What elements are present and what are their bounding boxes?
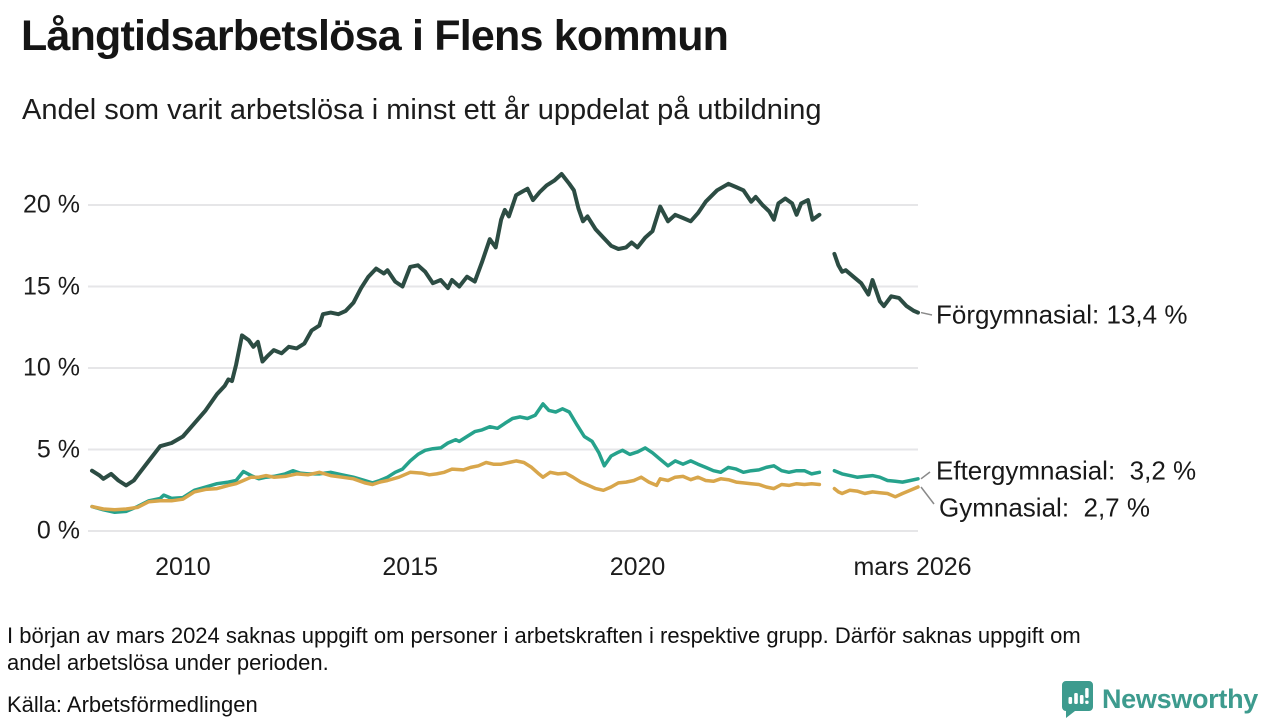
series-line-gymnasial (832, 485, 920, 499)
newsworthy-pin-barchart-icon (1061, 681, 1093, 718)
page-subtitle: Andel som varit arbetslösa i minst ett å… (22, 94, 822, 126)
footnote-line-2: andel arbetslösa under perioden. (7, 650, 329, 675)
series-end-label-forgymnasial: Förgymnasial: 13,4 % (936, 299, 1188, 330)
newsworthy-logo: Newsworthy (1061, 681, 1258, 718)
chart-footnote: I början av mars 2024 saknas uppgift om … (7, 622, 1081, 676)
footnote-line-1: I början av mars 2024 saknas uppgift om … (7, 623, 1081, 648)
label-connector (920, 486, 935, 505)
y-axis-tick-label: 5 % (36, 435, 80, 463)
x-axis-tick-label: mars 2026 (853, 553, 972, 581)
source-credit: Källa: Arbetsförmedlingen (7, 692, 258, 717)
series-line-eftergymnasial (90, 402, 822, 515)
newsworthy-wordmark: Newsworthy (1101, 684, 1258, 714)
y-axis-tick-label: 0 % (36, 516, 80, 545)
series-line-eftergymnasial (832, 468, 920, 484)
y-axis-tick-label: 20 % (23, 190, 80, 219)
page-title: Långtidsarbetslösa i Flens kommun (21, 12, 729, 60)
series-end-label-eftergymnasial: Eftergymnasial: 3,2 % (936, 455, 1197, 486)
y-axis-tick-label: 10 % (23, 353, 80, 382)
series-line-förgymnasial (90, 172, 822, 488)
label-connector (920, 471, 931, 480)
y-axis-tick-label: 15 % (23, 272, 80, 300)
series-end-label-gymnasial: Gymnasial: 2,7 % (939, 492, 1150, 523)
x-axis-tick-label: 2015 (382, 553, 439, 581)
label-connector (920, 311, 933, 316)
series-line-gymnasial (90, 459, 822, 512)
series-line-förgymnasial (832, 251, 920, 315)
x-axis-tick-label: 2020 (609, 553, 666, 581)
x-axis-tick-label: 2010 (155, 553, 211, 581)
